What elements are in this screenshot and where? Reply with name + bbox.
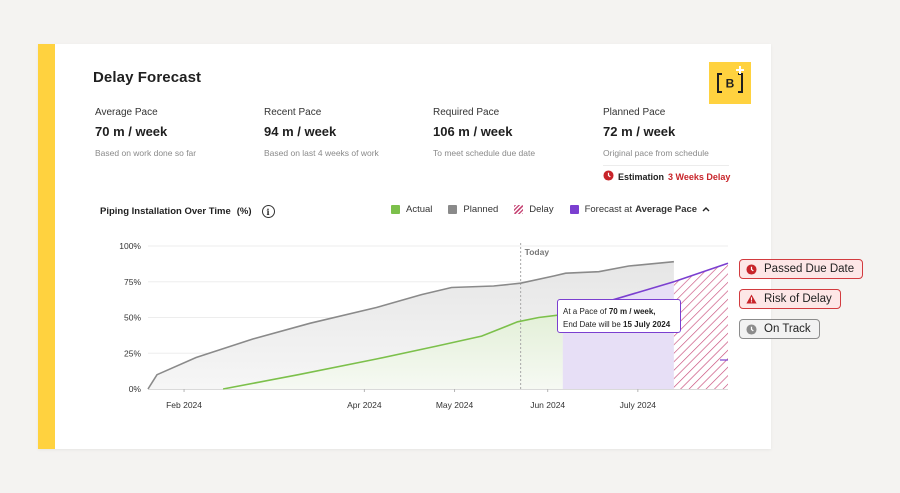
chart-title: Piping Installation Over Time (%) i	[100, 205, 275, 218]
stat-value: 94 m / week	[264, 124, 337, 139]
forecast-tooltip: At a Pace of 70 m / week, End Date will …	[557, 299, 681, 333]
actual-line	[222, 313, 563, 390]
stat-sub: Based on work done so far	[95, 148, 197, 158]
forecast-pace-selector[interactable]: Average Pace	[635, 204, 698, 215]
brand-logo: B	[709, 62, 751, 104]
legend-item-delay[interactable]: Delay	[514, 204, 554, 215]
today-label: Today	[525, 247, 550, 257]
chart-title-unit: (%)	[236, 206, 252, 217]
x-tick-label: May 2024	[436, 400, 474, 410]
estimation-label: Estimation	[618, 171, 665, 182]
stat-required-pace: Required Pace 106 m / week To meet sched…	[433, 107, 583, 158]
estimation-value: 3 Weeks Delay	[668, 171, 731, 182]
x-tick-label: Apr 2024	[347, 400, 382, 410]
warning-icon	[746, 294, 757, 304]
stat-sub: Based on last 4 weeks of work	[264, 148, 379, 158]
actual-area	[223, 314, 563, 389]
legend-label: Delay	[529, 204, 554, 215]
clock-icon	[603, 170, 614, 183]
legend-swatch-actual	[391, 205, 400, 214]
chart-legend: Actual Planned Delay Forecast at Average…	[391, 204, 726, 215]
stat-label: Planned Pace	[603, 107, 666, 118]
badge-label: Risk of Delay	[764, 293, 832, 305]
stat-label: Required Pace	[433, 107, 500, 118]
legend-item-forecast[interactable]: Forecast at Average Pace	[569, 204, 711, 215]
stat-value: 70 m / week	[95, 124, 168, 139]
tooltip-end-prefix: End Date will be	[563, 320, 621, 329]
legend-item-planned[interactable]: Planned	[448, 204, 498, 215]
clock-icon	[746, 263, 757, 275]
y-tick-label: 50%	[124, 313, 141, 323]
info-icon[interactable]: i	[261, 205, 275, 218]
stat-recent-pace: Recent Pace 94 m / week Based on last 4 …	[264, 107, 414, 158]
stat-label: Average Pace	[95, 107, 158, 118]
legend-label: Forecast at	[584, 204, 633, 215]
stat-sub: Original pace from schedule	[603, 148, 709, 158]
estimation-row: Estimation 3 Weeks Delay	[603, 165, 731, 183]
logo-letter: B	[726, 77, 735, 91]
stat-sub: To meet schedule due date	[433, 148, 536, 158]
badge-label: Passed Due Date	[764, 263, 855, 275]
risk-of-delay-badge[interactable]: Risk of Delay	[739, 289, 841, 309]
on-track-badge[interactable]: On Track	[739, 319, 820, 339]
tooltip-pace-value: 70 m / week,	[608, 307, 656, 316]
x-tick-label: Jun 2024	[530, 400, 565, 410]
legend-swatch-delay	[514, 205, 524, 214]
stat-value: 72 m / week	[603, 124, 676, 139]
planned-line	[147, 260, 674, 390]
chart-title-text: Piping Installation Over Time	[100, 206, 231, 217]
legend-swatch-planned	[448, 205, 458, 214]
y-tick-label: 75%	[124, 277, 141, 287]
y-tick-label: 25%	[124, 348, 141, 358]
stat-planned-pace: Planned Pace 72 m / week Original pace f…	[603, 107, 753, 158]
badge-label: On Track	[764, 323, 811, 335]
passed-due-date-badge[interactable]: Passed Due Date	[739, 259, 864, 279]
tooltip-line-2: End Date will be 15 July 2024	[563, 318, 680, 331]
legend-label: Actual	[406, 204, 433, 215]
legend-label: Planned	[463, 204, 499, 215]
tooltip-line-1: At a Pace of 70 m / week,	[563, 305, 680, 318]
legend-swatch-forecast	[569, 205, 579, 214]
stat-label: Recent Pace	[264, 107, 322, 118]
stat-value: 106 m / week	[433, 124, 513, 139]
delay-area	[673, 263, 728, 389]
page-title: Delay Forecast	[93, 69, 202, 86]
x-tick-label: Feb 2024	[166, 400, 202, 410]
y-tick-label: 100%	[119, 241, 141, 251]
accent-bar	[38, 44, 55, 449]
tooltip-pace-prefix: At a Pace of	[563, 307, 607, 316]
y-tick-label: 0%	[129, 384, 142, 394]
x-tick-label: July 2024	[620, 400, 657, 410]
stat-average-pace: Average Pace 70 m / week Based on work d…	[95, 107, 245, 158]
chevron-up-icon[interactable]	[702, 205, 710, 214]
clock-icon	[746, 323, 757, 335]
legend-item-actual[interactable]: Actual	[391, 204, 432, 215]
tooltip-end-value: 15 July 2024	[623, 320, 671, 329]
